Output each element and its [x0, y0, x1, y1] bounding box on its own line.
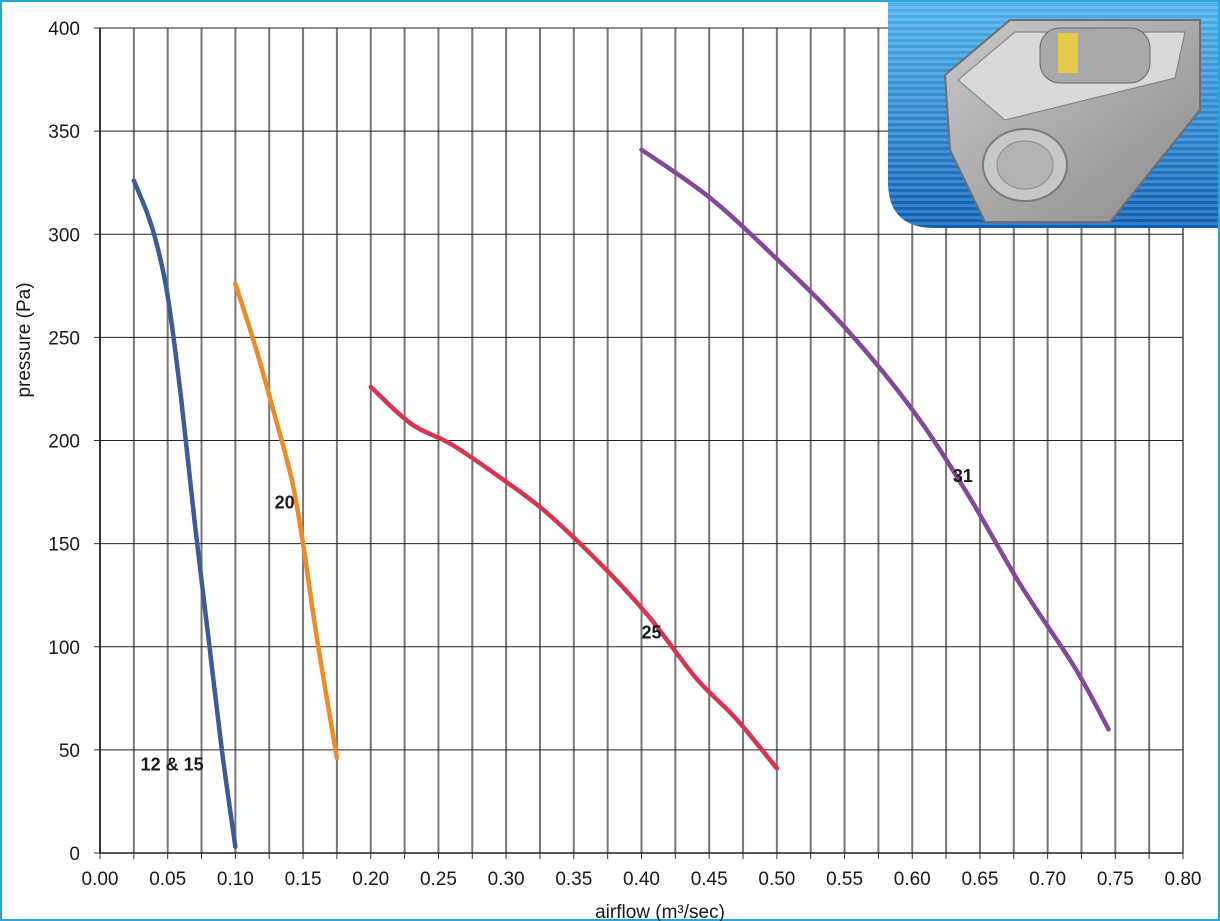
x-tick-label: 0.55 — [826, 869, 863, 890]
y-axis-title: pressure (Pa) — [14, 282, 35, 397]
y-tick-label: 250 — [48, 328, 80, 349]
series-layer — [131, 147, 1111, 850]
y-tick-label: 400 — [48, 19, 80, 40]
axes: 0.00 0.05 0.10 0.15 0.20 0.25 0.30 0.35 0.40 0.45… — [48, 19, 1201, 890]
x-tick-label: 0.45 — [691, 869, 728, 890]
curve-label: 25 — [642, 623, 662, 643]
product-photo — [888, 2, 1218, 228]
series-line — [639, 147, 1111, 732]
y-tick-label: 200 — [48, 432, 80, 453]
x-tick-label: 0.75 — [1097, 869, 1134, 890]
series-line — [233, 281, 340, 761]
curve-labels: 12 & 15 20 25 31 — [141, 466, 973, 775]
x-tick-label: 0.05 — [149, 869, 186, 890]
x-tick-label: 0.00 — [82, 869, 119, 890]
curve-label: 31 — [953, 466, 973, 486]
curve-label: 20 — [275, 493, 295, 513]
y-tick-label: 0 — [69, 844, 80, 865]
series-line — [368, 384, 780, 771]
x-tick-label: 0.65 — [961, 869, 998, 890]
y-tick-label: 350 — [48, 122, 80, 143]
series-line — [131, 178, 238, 850]
curve-label: 12 & 15 — [141, 755, 204, 775]
y-tick-label: 150 — [48, 535, 80, 556]
x-tick-label: 0.35 — [555, 869, 592, 890]
x-axis-title: airflow (m³/sec) — [595, 902, 725, 921]
x-tick-label: 0.40 — [623, 869, 660, 890]
x-tick-label: 0.80 — [1165, 869, 1202, 890]
x-tick-label: 0.50 — [758, 869, 795, 890]
y-tick-label: 100 — [48, 638, 80, 659]
x-tick-label: 0.25 — [420, 869, 457, 890]
x-tick-label: 0.30 — [488, 869, 525, 890]
x-tick-label: 0.60 — [894, 869, 931, 890]
x-tick-label: 0.15 — [285, 869, 322, 890]
y-tick-label: 50 — [59, 741, 80, 762]
x-tick-label: 0.70 — [1029, 869, 1066, 890]
x-tick-label: 0.10 — [217, 869, 254, 890]
y-tick-label: 300 — [48, 225, 80, 246]
x-tick-label: 0.20 — [352, 869, 389, 890]
